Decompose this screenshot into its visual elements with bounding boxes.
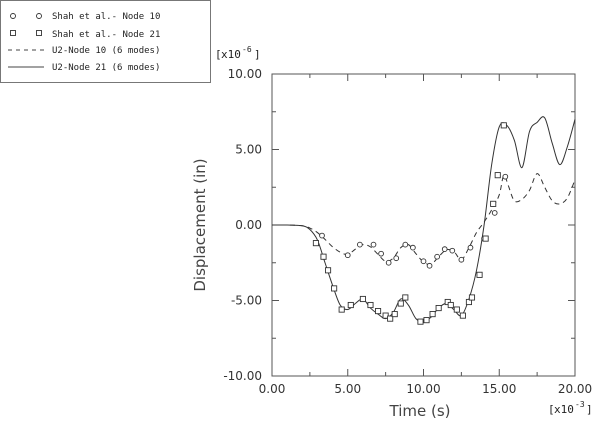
legend-label-node21-solid: U2-Node 21 (6 modes): [52, 63, 160, 73]
x-multiplier-base: x10: [554, 403, 574, 416]
data-point-square: [338, 306, 345, 313]
data-point-circle: [467, 244, 474, 251]
data-point-square: [325, 267, 332, 274]
y-multiplier-bracket-close: ]: [254, 48, 261, 61]
data-point-square: [468, 294, 476, 301]
data-point-square: [500, 122, 507, 129]
series-line-2: [271, 173, 576, 266]
data-point-square: [490, 200, 497, 207]
y-tick-label: 10.00: [228, 67, 262, 81]
legend-label-node10-dashed: U2-Node 10 (6 modes): [52, 46, 160, 56]
data-point-square: [391, 311, 398, 318]
data-point-square: [367, 301, 374, 309]
x-multiplier-bracket-close: ]: [586, 403, 593, 416]
x-axis-multiplier: [ x10 -3 ]: [548, 400, 593, 416]
plot-axes: 0.00 5.00 10.00 15.00 20.00 -10.00 -5.00 0.00 5.…: [223, 67, 592, 396]
legend-entry-node10-markers: Shah et al.- Node 10: [10, 12, 160, 22]
data-point-circle: [370, 241, 377, 248]
y-tick-label: -5.00: [231, 294, 262, 308]
legend-label-node21-markers: Shah et al.- Node 21: [52, 30, 160, 40]
y-tick-label: 5.00: [235, 143, 262, 157]
data-point-square: [423, 317, 430, 324]
data-point-square: [397, 300, 404, 307]
data-point-square: [453, 306, 460, 313]
x-axis-title: Time (s): [389, 402, 451, 420]
legend-entry-node21-solid: U2-Node 21 (6 modes): [8, 63, 160, 73]
data-point-square: [347, 301, 354, 309]
data-point-square: [320, 253, 327, 260]
data-point-circle: [357, 241, 363, 248]
y-tick-label: -10.00: [223, 369, 262, 383]
y-multiplier-exponent: -6: [242, 45, 252, 54]
y-multiplier-bracket-open: [: [215, 48, 222, 61]
data-point-circle: [426, 262, 433, 269]
data-point-circle: [434, 253, 440, 260]
legend-entry-node10-dashed: U2-Node 10 (6 modes): [8, 46, 160, 56]
y-axis-title: Displacement (in): [191, 158, 209, 291]
data-point-square: [459, 312, 466, 319]
data-point-square: [417, 318, 424, 325]
data-point-circle: [502, 173, 509, 180]
data-point-circle: [319, 232, 325, 239]
data-point-circle: [393, 255, 400, 262]
data-point-circle: [402, 241, 409, 248]
data-point-square: [387, 315, 394, 322]
data-series: [271, 116, 576, 325]
data-point-circle: [458, 256, 465, 263]
data-point-square: [402, 294, 409, 301]
x-tick-label: 10.00: [406, 382, 440, 396]
legend-circle-marker: [10, 13, 16, 19]
data-point-square: [447, 301, 454, 309]
data-point-square: [482, 235, 489, 242]
data-point-square: [375, 308, 382, 315]
data-point-circle: [344, 252, 351, 259]
x-tick-label: 5.00: [334, 382, 361, 396]
data-point-square: [494, 172, 501, 179]
data-point-square: [312, 240, 319, 247]
x-tick-label: 0.00: [259, 382, 286, 396]
data-point-square: [331, 285, 338, 292]
data-point-square: [429, 311, 436, 318]
legend: Shah et al.- Node 10 Shah et al.- Node 2…: [0, 0, 211, 83]
data-point-circle: [491, 210, 498, 216]
data-point-circle: [378, 250, 384, 257]
x-multiplier-exponent: -3: [575, 400, 585, 409]
data-point-square: [359, 295, 366, 303]
data-point-square: [435, 305, 442, 312]
legend-square-marker: [36, 30, 42, 36]
series-line-3: [271, 116, 576, 323]
data-point-circle: [441, 246, 448, 253]
x-multiplier-bracket-open: [: [548, 403, 555, 416]
data-point-circle: [449, 247, 456, 254]
legend-box: [0, 0, 211, 83]
legend-square-marker: [10, 30, 16, 36]
data-point-circle: [420, 258, 427, 265]
legend-circle-marker: [36, 13, 42, 19]
legend-entry-node21-markers: Shah et al.- Node 21: [10, 30, 160, 40]
data-point-circle: [410, 244, 416, 251]
plot-frame: [271, 73, 576, 377]
y-tick-label: 0.00: [235, 218, 262, 232]
legend-label-node10-markers: Shah et al.- Node 10: [52, 12, 160, 22]
x-tick-label: 15.00: [482, 382, 516, 396]
data-point-square: [476, 271, 483, 278]
x-tick-label: 20.00: [558, 382, 592, 396]
y-multiplier-base: x10: [221, 48, 241, 61]
data-point-circle: [385, 259, 392, 266]
y-axis-multiplier: [ x10 -6 ]: [215, 45, 261, 61]
